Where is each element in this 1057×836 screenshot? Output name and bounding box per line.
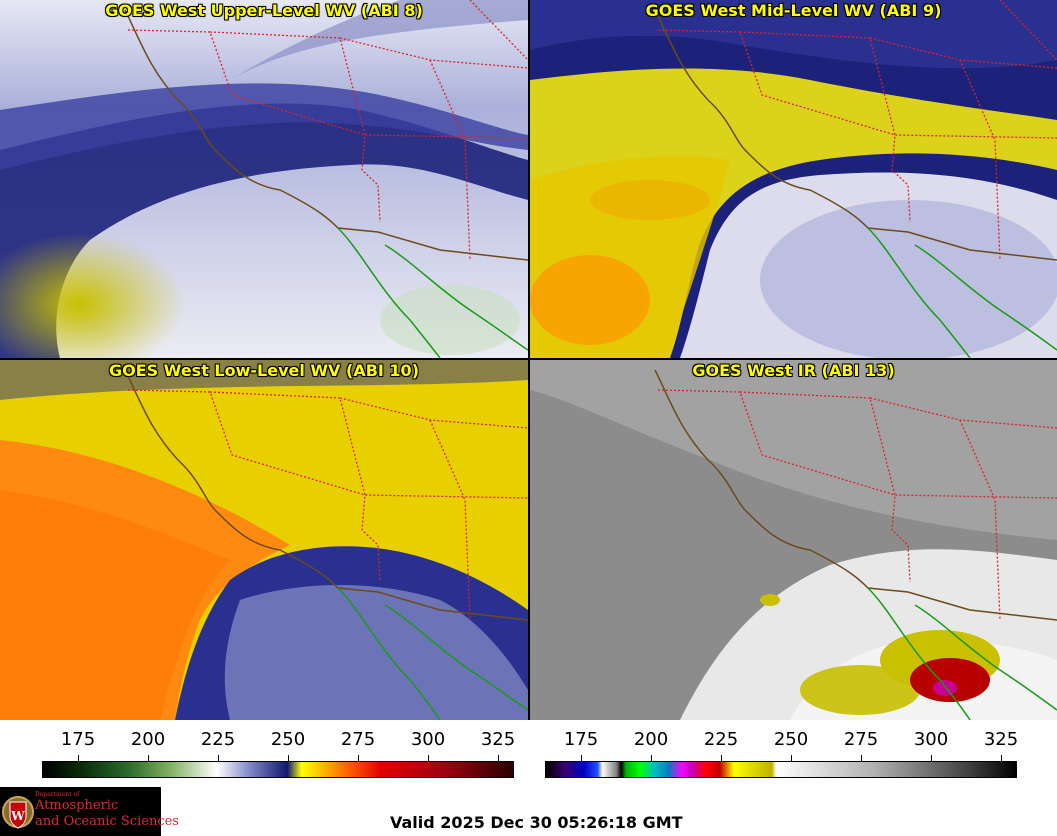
wv-tick-mark — [218, 755, 219, 761]
wv-tick-label: 175 — [60, 729, 96, 750]
logo-line1-text: Atmospheric — [35, 798, 119, 813]
ir-tick-label: 325 — [983, 729, 1019, 750]
uw-crest-icon: W — [2, 796, 34, 829]
ir-tick-mark — [791, 755, 792, 761]
wv-tick-mark — [148, 755, 149, 761]
svg-text:W: W — [10, 809, 25, 823]
wv-tick-label: 300 — [410, 729, 446, 750]
ir-colorbar: 175 200 225 250 275 300 325 — [543, 720, 1019, 780]
panel-upper-level-wv: GOES West Upper-Level WV (ABI 8) — [0, 0, 528, 358]
panel-title: GOES West Low-Level WV (ABI 10) — [108, 361, 419, 380]
ir-image — [530, 360, 1057, 720]
ir-tick-mark — [1001, 755, 1002, 761]
panel-divider-vertical — [528, 0, 530, 720]
mid-level-wv-image — [530, 0, 1057, 358]
wv-tick-label: 325 — [480, 729, 516, 750]
wv-tick-mark — [358, 755, 359, 761]
panel-title: GOES West Upper-Level WV (ABI 8) — [105, 1, 423, 20]
ir-tick-label: 175 — [563, 729, 599, 750]
wv-tick-mark — [498, 755, 499, 761]
wv-tick-label: 275 — [340, 729, 376, 750]
ir-tick-mark — [861, 755, 862, 761]
wv-tick-label: 225 — [200, 729, 236, 750]
uw-aos-logo: W Department of Atmospheric and Oceanic … — [0, 787, 179, 836]
ir-color-bar — [545, 761, 1017, 778]
ir-tick-label: 200 — [633, 729, 669, 750]
ir-tick-label: 275 — [843, 729, 879, 750]
panel-mid-level-wv: GOES West Mid-Level WV (ABI 9) — [530, 0, 1057, 358]
ir-tick-mark — [931, 755, 932, 761]
logo-dept-text: Department of — [35, 791, 80, 798]
logo-line2-text: and Oceanic Sciences — [35, 814, 179, 829]
ir-tick-mark — [721, 755, 722, 761]
ir-tick-label: 225 — [703, 729, 739, 750]
wv-colorbar: 175 200 225 250 275 300 325 — [40, 720, 516, 780]
ir-tick-mark — [581, 755, 582, 761]
wv-tick-label: 250 — [270, 729, 306, 750]
ir-tick-label: 250 — [773, 729, 809, 750]
valid-time-label: Valid 2025 Dec 30 05:26:18 GMT — [390, 813, 683, 832]
ir-tick-mark — [651, 755, 652, 761]
panel-ir: GOES West IR (ABI 13) — [530, 360, 1057, 720]
upper-level-wv-image — [0, 0, 528, 358]
low-level-wv-image — [0, 360, 528, 720]
wv-tick-mark — [288, 755, 289, 761]
panel-title: GOES West Mid-Level WV (ABI 9) — [645, 1, 942, 20]
wv-tick-mark — [78, 755, 79, 761]
ir-tick-label: 300 — [913, 729, 949, 750]
wv-tick-mark — [428, 755, 429, 761]
wv-tick-label: 200 — [130, 729, 166, 750]
panel-title: GOES West IR (ABI 13) — [692, 361, 895, 380]
wv-color-bar — [42, 761, 514, 778]
panel-divider-horizontal — [0, 358, 1057, 360]
panel-low-level-wv: GOES West Low-Level WV (ABI 10) — [0, 360, 528, 720]
